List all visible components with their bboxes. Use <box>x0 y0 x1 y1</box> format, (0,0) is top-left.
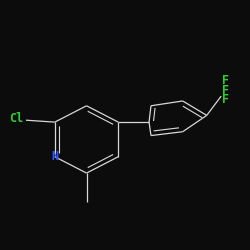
Text: Cl: Cl <box>9 112 24 126</box>
Text: N: N <box>51 150 58 163</box>
Text: F: F <box>222 93 230 106</box>
Text: F: F <box>222 84 230 97</box>
Text: F: F <box>222 74 230 87</box>
